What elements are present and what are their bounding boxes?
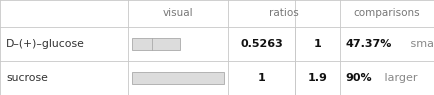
Text: larger: larger (381, 73, 418, 83)
Text: visual: visual (163, 8, 193, 19)
Text: ratios: ratios (269, 8, 299, 19)
Text: D–(+)–glucose: D–(+)–glucose (6, 39, 85, 49)
Text: 1.9: 1.9 (308, 73, 327, 83)
Text: 0.5263: 0.5263 (240, 39, 283, 49)
Bar (132, 38, 181, 50)
Text: 1: 1 (258, 73, 265, 83)
Bar (132, 72, 224, 84)
Text: comparisons: comparisons (354, 8, 420, 19)
Text: 47.37%: 47.37% (345, 39, 391, 49)
Text: 1: 1 (314, 39, 321, 49)
Text: smaller: smaller (407, 39, 434, 49)
Text: sucrose: sucrose (6, 73, 48, 83)
Text: 90%: 90% (345, 73, 372, 83)
